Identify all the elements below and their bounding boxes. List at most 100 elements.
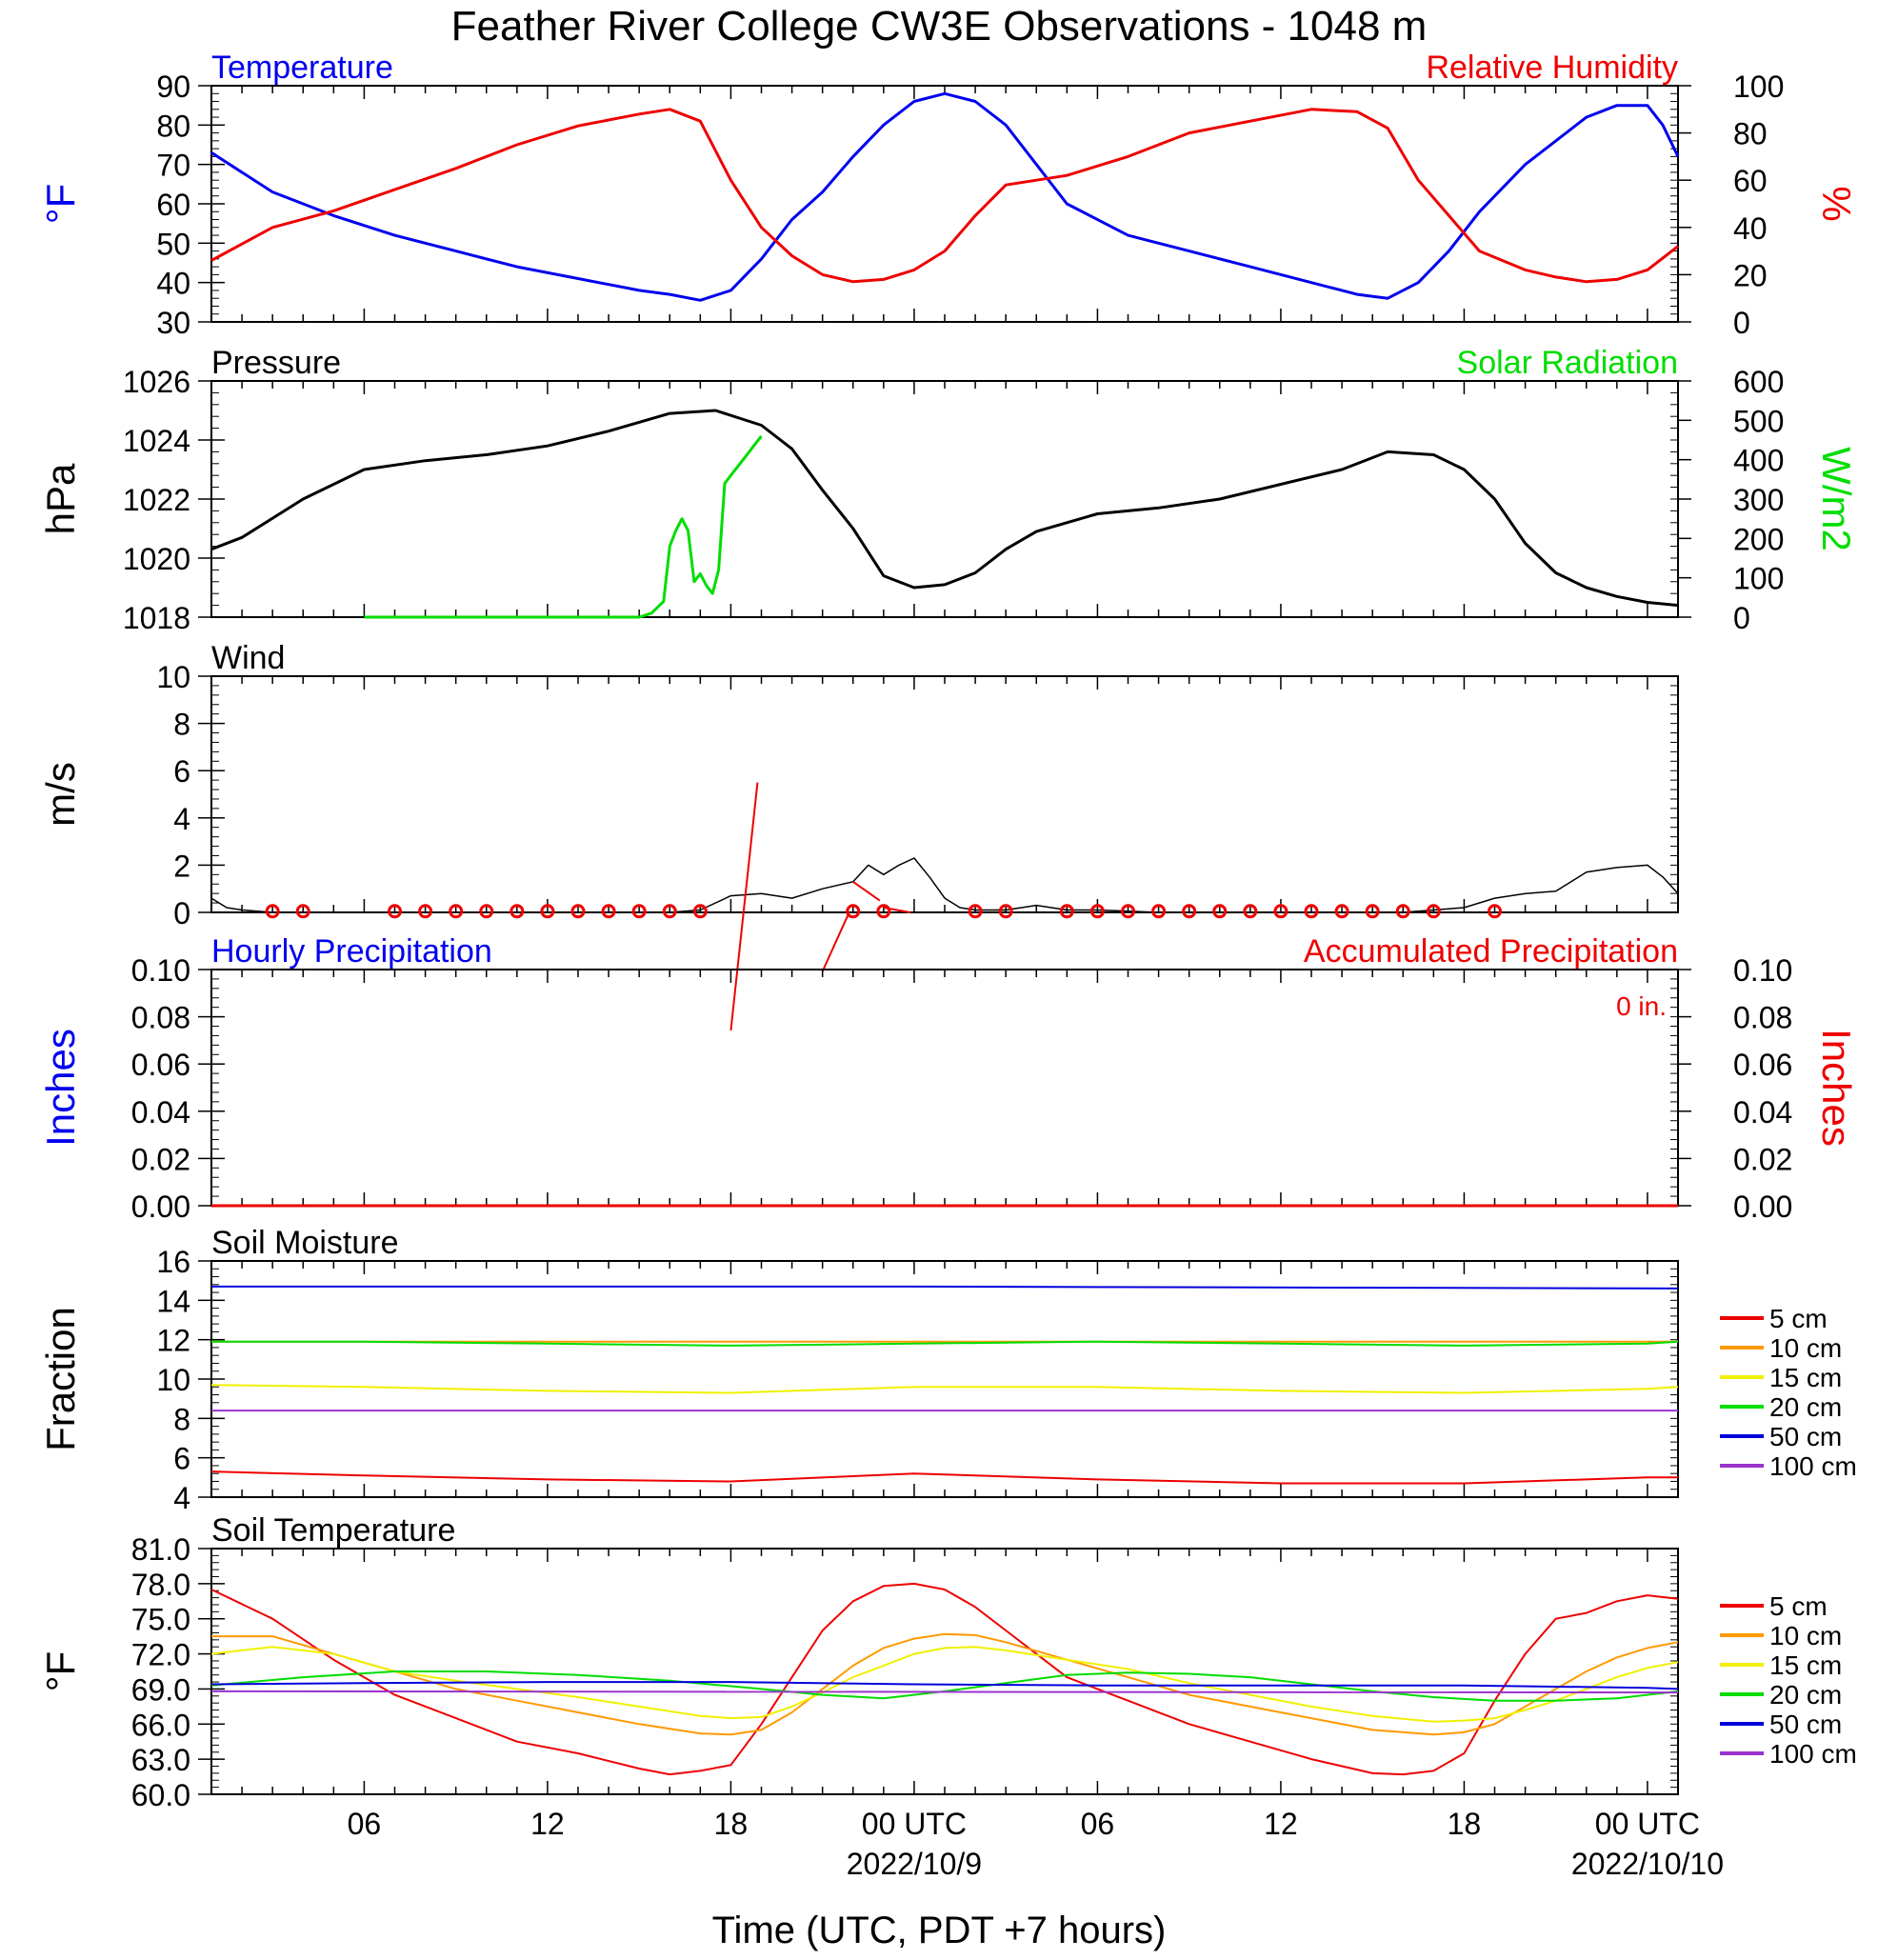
x-tick-label: 12 <box>530 1807 565 1841</box>
legend-label: 10 cm <box>1769 1333 1842 1363</box>
legend-label: 100 cm <box>1769 1451 1857 1481</box>
legend-label: 100 cm <box>1769 1739 1857 1769</box>
calm-circle <box>388 904 402 919</box>
y-tick-label: 0.10 <box>131 953 190 988</box>
y-tick-label: 0.06 <box>131 1048 190 1082</box>
x-tick-label: 00 UTC <box>1595 1807 1700 1841</box>
y-right-axis-label: Inches <box>1814 1029 1859 1147</box>
y-tick-label: 8 <box>173 708 190 742</box>
calm-circle <box>509 904 525 919</box>
x-tick-label: 00 UTC <box>862 1807 967 1841</box>
y-tick-label: 0.02 <box>131 1142 190 1176</box>
calm-circle <box>418 904 433 919</box>
y-tick-label: 70 <box>156 149 190 183</box>
y-right-tick-label: 600 <box>1733 365 1784 399</box>
y-right-tick-label: 300 <box>1733 483 1784 517</box>
y-right-tick-label: 200 <box>1733 522 1784 556</box>
plot-frame <box>210 675 1679 913</box>
panel-title: Soil Temperature <box>211 1512 455 1549</box>
series-line <box>210 1681 1679 1690</box>
series-line <box>210 857 1679 913</box>
calm-circle <box>1059 904 1074 919</box>
calm-circle <box>1304 904 1319 919</box>
series-line <box>210 1646 1679 1723</box>
y-tick-label: 1022 <box>123 483 190 517</box>
y-right-tick-label: 0.04 <box>1733 1095 1792 1130</box>
panel-annotation: 0 in. <box>1616 991 1667 1021</box>
series-line <box>211 1340 1679 1347</box>
calm-circle <box>998 904 1013 919</box>
y-right-axis-label: % <box>1814 186 1859 221</box>
y-tick-label: 80 <box>156 109 190 143</box>
x-axis-label: Time (UTC, PDT +7 hours) <box>712 1910 1167 1951</box>
y-right-tick-label: 0 <box>1733 601 1750 635</box>
y-right-tick-label: 80 <box>1733 117 1768 151</box>
panel-2: 1018 1020 1022 1024 1026 0 100 200 300 400 500 600 h… <box>38 345 1859 635</box>
calm-circle <box>692 904 708 919</box>
panel-3: 0 2 4 6 8 10 m/s Wind <box>38 640 1679 1031</box>
legend-label: 15 cm <box>1769 1363 1842 1392</box>
y-tick-label: 60 <box>156 188 190 222</box>
y-tick-label: 1026 <box>123 365 190 399</box>
y-tick-label: 1018 <box>123 601 190 635</box>
y-tick-label: 6 <box>173 754 190 789</box>
y-axis-label: °F <box>38 184 83 224</box>
calm-circle <box>1151 904 1167 919</box>
calm-circle <box>1365 904 1380 919</box>
y-tick-label: 63.0 <box>131 1743 190 1777</box>
calm-circle <box>1121 904 1135 919</box>
series-line <box>210 1670 1679 1702</box>
calm-circle <box>449 904 464 919</box>
series-line <box>210 1384 1679 1394</box>
y-tick-label: 0 <box>173 896 190 930</box>
y-tick-label: 40 <box>156 267 190 301</box>
calm-circle <box>1243 904 1258 919</box>
panel-4: 0.00 0.02 0.04 0.06 0.08 0.10 0.00 0.02 0.04 0.06… <box>38 933 1859 1224</box>
series-line <box>210 91 1680 302</box>
panel-title-right: Solar Radiation <box>1457 345 1678 381</box>
calm-circle <box>846 904 861 919</box>
calm-circle <box>479 904 494 919</box>
legend-label: 50 cm <box>1769 1422 1842 1451</box>
y-tick-label: 10 <box>156 660 190 694</box>
y-tick-label: 75.0 <box>131 1603 190 1637</box>
y-tick-label: 4 <box>173 802 190 836</box>
y-right-tick-label: 0.00 <box>1733 1190 1792 1224</box>
calm-circle <box>601 904 616 919</box>
y-tick-label: 30 <box>156 306 190 340</box>
calm-circle <box>662 904 677 919</box>
y-right-tick-label: 0.10 <box>1733 953 1792 988</box>
calm-circle <box>570 904 586 919</box>
x-tick-label: 18 <box>1448 1807 1482 1841</box>
panel-6: 60.063.066.069.072.075.078.081.0 °F Soil T… <box>38 1512 1857 1812</box>
y-tick-label: 16 <box>156 1245 190 1279</box>
series-line <box>210 1582 1679 1776</box>
y-tick-label: 60.0 <box>131 1778 190 1812</box>
y-right-tick-label: 0.06 <box>1733 1048 1792 1082</box>
plot-frame <box>210 85 1679 323</box>
y-tick-label: 72.0 <box>131 1638 190 1672</box>
calm-circle <box>968 904 983 919</box>
legend-label: 50 cm <box>1769 1710 1842 1739</box>
y-right-tick-label: 0.08 <box>1733 1001 1792 1035</box>
y-tick-label: 0.00 <box>131 1190 190 1224</box>
legend-label: 20 cm <box>1769 1680 1842 1710</box>
y-right-axis-label: W/m2 <box>1814 447 1859 551</box>
x-date-label: 2022/10/9 <box>847 1847 982 1881</box>
y-tick-label: 66.0 <box>131 1708 190 1742</box>
y-tick-label: 78.0 <box>131 1568 190 1602</box>
y-tick-label: 14 <box>156 1284 190 1318</box>
y-tick-label: 69.0 <box>131 1672 190 1707</box>
panel-title: Hourly Precipitation <box>211 933 492 970</box>
y-tick-label: 1020 <box>123 542 190 576</box>
series-line <box>211 1632 1679 1736</box>
series-line <box>210 108 1679 284</box>
panel-title: Wind <box>211 640 285 676</box>
y-tick-label: 12 <box>156 1324 190 1358</box>
panel-title-right: Relative Humidity <box>1426 50 1678 86</box>
panel-title: Soil Moisture <box>211 1225 399 1261</box>
y-tick-label: 1024 <box>123 424 190 458</box>
panel-title-right: Accumulated Precipitation <box>1304 933 1678 970</box>
y-tick-label: 50 <box>156 227 190 261</box>
y-right-tick-label: 0.02 <box>1733 1142 1792 1176</box>
